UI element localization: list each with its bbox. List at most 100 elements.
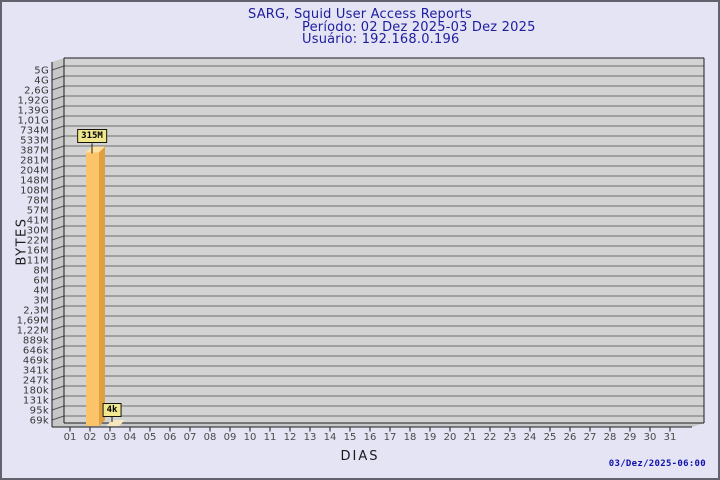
y-tick	[51, 245, 65, 251]
y-tick-label: 646k	[23, 346, 49, 357]
y-tick	[51, 125, 65, 131]
bar-top-day-02	[86, 146, 105, 153]
x-tick-label: 11	[264, 432, 277, 443]
y-tick	[51, 65, 65, 71]
y-tick	[51, 355, 65, 361]
x-tick-label: 12	[284, 432, 297, 443]
y-tick	[51, 375, 65, 381]
y-tick	[51, 145, 65, 151]
y-tick	[51, 105, 65, 111]
y-tick-label: 889k	[23, 336, 49, 347]
y-tick	[51, 215, 65, 221]
y-tick	[51, 235, 65, 241]
y-tick-label: 1,92G	[17, 96, 49, 107]
y-tick-label: 148M	[20, 176, 49, 187]
report-period: Período: 02 Dez 2025-03 Dez 2025	[302, 20, 536, 35]
y-tick-label: 247k	[23, 376, 49, 387]
y-tick-label: 22M	[27, 236, 49, 247]
x-tick-label: 22	[484, 432, 497, 443]
y-tick-label: 30M	[27, 226, 49, 237]
bar-value-label-day-03: 4k	[102, 403, 122, 417]
y-tick-label: 533M	[20, 136, 49, 147]
y-tick-label: 734M	[20, 126, 49, 137]
x-tick-label: 31	[664, 432, 677, 443]
x-tick-label: 21	[464, 432, 477, 443]
x-tick-label: 01	[64, 432, 77, 443]
bar-side-day-02	[99, 146, 105, 427]
x-tick-label: 29	[624, 432, 637, 443]
y-tick	[51, 305, 65, 311]
y-tick-label: 69k	[30, 416, 49, 427]
x-tick-label: 25	[544, 432, 557, 443]
x-tick-label: 28	[604, 432, 617, 443]
y-tick	[51, 315, 65, 321]
y-tick-label: 41M	[27, 216, 49, 227]
y-tick-label: 57M	[27, 206, 49, 217]
y-tick	[51, 255, 65, 261]
y-tick	[51, 405, 65, 411]
x-tick-label: 05	[144, 432, 157, 443]
x-tick-label: 07	[184, 432, 197, 443]
floor-3d	[52, 423, 704, 427]
y-tick	[51, 115, 65, 121]
y-tick-label: 204M	[20, 166, 49, 177]
x-tick-label: 03	[104, 432, 117, 443]
x-tick-label: 08	[204, 432, 217, 443]
y-tick-label: 1,22M	[17, 326, 49, 337]
y-tick-label: 95k	[30, 406, 49, 417]
y-tick	[51, 195, 65, 201]
x-tick-label: 06	[164, 432, 177, 443]
y-tick	[51, 295, 65, 301]
x-tick-label: 30	[644, 432, 657, 443]
x-tick-label: 23	[504, 432, 517, 443]
x-tick-label: 26	[564, 432, 577, 443]
left-wall-3d	[52, 58, 64, 427]
y-tick	[51, 95, 65, 101]
y-tick	[51, 325, 65, 331]
y-tick-label: 2,6G	[24, 86, 49, 97]
x-tick-label: 15	[344, 432, 357, 443]
y-tick-label: 131k	[23, 396, 49, 407]
x-tick-label: 18	[404, 432, 417, 443]
bar-value-label-day-02: 315M	[77, 129, 107, 144]
x-tick-label: 14	[324, 432, 337, 443]
y-tick	[51, 415, 65, 421]
y-tick-label: 4G	[34, 76, 49, 87]
y-tick-label: 1,01G	[17, 116, 49, 127]
y-tick	[51, 155, 65, 161]
y-tick	[51, 135, 65, 141]
y-tick	[51, 175, 65, 181]
y-tick-label: 469k	[23, 356, 49, 367]
plot-area	[64, 58, 704, 423]
x-tick-label: 10	[244, 432, 257, 443]
x-tick-label: 09	[224, 432, 237, 443]
y-tick	[51, 285, 65, 291]
bar-flat-day-03	[106, 420, 125, 426]
y-tick	[51, 85, 65, 91]
y-tick-label: 5G	[34, 66, 49, 77]
x-tick-label: 16	[364, 432, 377, 443]
y-tick-label: 8M	[33, 266, 49, 277]
y-tick	[51, 185, 65, 191]
y-tick-label: 2,3M	[23, 306, 49, 317]
x-tick-label: 13	[304, 432, 317, 443]
y-tick	[51, 75, 65, 81]
y-tick-label: 180k	[23, 386, 49, 397]
bar-day-02	[86, 152, 99, 427]
y-tick	[51, 385, 65, 391]
y-tick	[51, 335, 65, 341]
y-tick-label: 387M	[20, 146, 49, 157]
y-tick	[51, 275, 65, 281]
report-timestamp: 03/Dez/2025-06:00	[608, 459, 706, 469]
y-tick	[51, 265, 65, 271]
y-tick-label: 16M	[27, 246, 49, 257]
x-tick-label: 17	[384, 432, 397, 443]
y-tick-label: 11M	[27, 256, 49, 267]
x-tick-label: 24	[524, 432, 537, 443]
y-tick-label: 78M	[27, 196, 49, 207]
x-tick-label: 19	[424, 432, 437, 443]
x-tick-label: 20	[444, 432, 457, 443]
y-tick-label: 108M	[20, 186, 49, 197]
